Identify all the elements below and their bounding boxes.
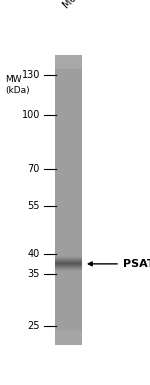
Text: Mouse brain: Mouse brain bbox=[61, 0, 111, 10]
Text: 100: 100 bbox=[22, 110, 40, 120]
Text: 55: 55 bbox=[27, 201, 40, 211]
Text: 25: 25 bbox=[27, 321, 40, 331]
Text: MW
(kDa): MW (kDa) bbox=[5, 75, 30, 95]
Text: 35: 35 bbox=[28, 270, 40, 280]
Text: 130: 130 bbox=[22, 70, 40, 80]
Text: 40: 40 bbox=[28, 249, 40, 259]
Text: PSAT1: PSAT1 bbox=[123, 259, 150, 269]
Text: 70: 70 bbox=[28, 164, 40, 174]
